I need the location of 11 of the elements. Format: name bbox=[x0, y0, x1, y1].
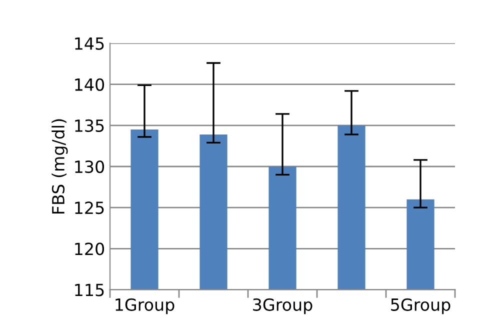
x-tick-label: 1Group bbox=[116, 298, 174, 314]
y-tick-label: 115 bbox=[75, 284, 104, 296]
y-axis-title: FBS (mg/dl) bbox=[52, 119, 68, 214]
x-tick-label: 3Group bbox=[253, 298, 312, 314]
y-tick-label: 145 bbox=[75, 37, 104, 50]
y-tick-label: 125 bbox=[75, 202, 104, 214]
y-tick-label: 120 bbox=[75, 242, 104, 256]
x-tick-label: 5Group bbox=[391, 298, 450, 314]
y-tick-label: 130 bbox=[75, 160, 104, 174]
y-tick-label: 140 bbox=[75, 78, 104, 91]
y-tick-label: 135 bbox=[75, 119, 104, 132]
